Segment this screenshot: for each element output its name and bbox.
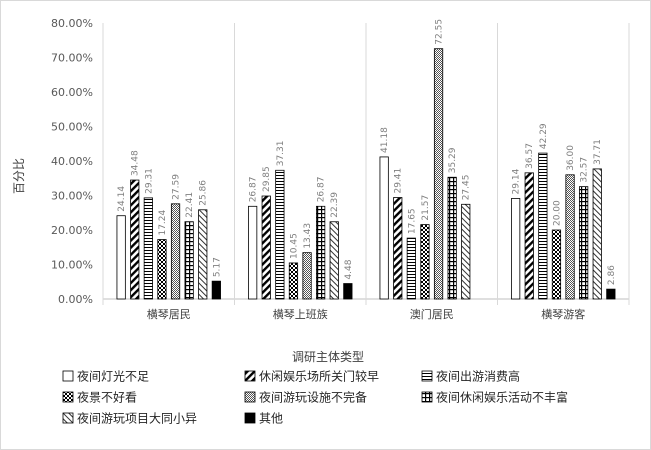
data-label: 21.57 [421, 195, 431, 221]
data-label: 5.17 [212, 257, 222, 277]
y-tick-label: 20.00% [51, 224, 93, 237]
bar [198, 209, 208, 300]
bar [170, 203, 181, 300]
bar [551, 229, 562, 300]
data-label: 29.31 [144, 168, 154, 194]
data-label: 26.87 [317, 177, 327, 203]
legend-label: 夜景不好看 [77, 390, 137, 405]
x-category-label: 横琴居民 [147, 307, 191, 321]
bar [447, 176, 457, 300]
data-label: 29.14 [512, 168, 522, 194]
legend-swatch [421, 370, 433, 382]
data-label: 13.43 [303, 223, 313, 249]
bar [143, 197, 153, 300]
data-label: 37.71 [593, 139, 603, 165]
legend-label: 夜间休闲娱乐活动不丰富 [436, 390, 568, 405]
legend-label: 夜间出游消费高 [436, 369, 520, 384]
legend-swatch [244, 370, 256, 382]
x-category-label: 横琴上班族 [273, 307, 328, 321]
y-tick-label: 10.00% [51, 259, 93, 272]
bar [248, 205, 258, 300]
x-category-label: 横琴游客 [541, 307, 585, 321]
bar [393, 197, 403, 300]
legend-swatch [62, 391, 74, 403]
y-tick-label: 50.00% [51, 121, 93, 134]
x-category-label: 澳门居民 [410, 307, 454, 321]
bar [130, 179, 140, 300]
data-label: 17.24 [158, 209, 168, 235]
bar [606, 288, 616, 300]
data-label: 29.85 [262, 166, 272, 192]
bar [592, 168, 602, 300]
data-label: 42.29 [539, 123, 549, 149]
y-axis-title: 百分比 [12, 158, 26, 194]
bar [157, 239, 167, 300]
data-label: 22.39 [330, 192, 340, 218]
data-label: 2.86 [607, 265, 617, 285]
bar [316, 205, 326, 300]
y-tick-label: 80.00% [51, 17, 93, 30]
bar [406, 237, 416, 300]
bar [461, 203, 471, 300]
bar [184, 221, 194, 300]
data-label: 41.18 [380, 127, 390, 153]
data-label: 37.31 [276, 141, 286, 167]
data-label: 36.00 [566, 145, 576, 171]
data-label: 4.48 [344, 259, 354, 279]
data-label: 27.45 [462, 175, 472, 201]
data-label: 26.87 [249, 177, 259, 203]
legend-swatch [62, 370, 74, 382]
data-label: 34.48 [131, 150, 141, 176]
bar [261, 195, 271, 300]
data-label: 27.59 [172, 174, 182, 200]
bar [329, 221, 339, 300]
data-label: 35.29 [448, 147, 458, 173]
data-label: 20.00 [552, 200, 562, 226]
bar [524, 172, 534, 300]
bar [211, 280, 221, 300]
data-label: 72.55 [435, 19, 445, 45]
legend-swatch [244, 412, 256, 424]
y-tick-label: 30.00% [51, 190, 93, 203]
bar [343, 283, 353, 300]
bar [565, 174, 575, 300]
data-label: 29.41 [394, 168, 404, 194]
data-label: 25.86 [199, 180, 209, 206]
bar [538, 152, 548, 300]
legend-swatch [421, 391, 433, 403]
bars [116, 48, 616, 300]
legend-label: 夜间游玩项目大同小异 [77, 411, 197, 426]
axes: 0.00% 10.00% 20.00% 30.00% 40.00% 50.00% 60.00… [12, 17, 630, 364]
y-tick-label: 70.00% [51, 52, 93, 65]
legend-label: 其他 [259, 412, 283, 426]
bar [302, 252, 312, 300]
data-label: 36.57 [525, 143, 535, 169]
bar [379, 156, 389, 300]
legend-swatch [62, 412, 74, 424]
data-label: 24.14 [117, 186, 127, 212]
y-tick-label: 40.00% [51, 155, 93, 168]
x-axis-title: 调研主体类型 [292, 350, 364, 364]
legend-label: 夜间游玩设施不完备 [259, 390, 367, 405]
bar [433, 48, 444, 300]
bar [511, 198, 521, 300]
y-tick-label: 60.00% [51, 86, 93, 99]
bar [275, 169, 285, 300]
legend-swatch [244, 391, 256, 403]
bar [288, 262, 299, 300]
data-label: 22.41 [185, 192, 195, 218]
data-label: 10.45 [289, 233, 299, 259]
legend-label: 夜间灯光不足 [77, 369, 149, 384]
bar [420, 224, 430, 300]
data-label: 17.65 [407, 208, 417, 234]
data-label: 32.57 [580, 157, 590, 183]
bar [579, 186, 589, 300]
bar [116, 215, 126, 300]
y-tick-label: 0.00% [58, 293, 93, 306]
legend-label: 休闲娱乐场所关门较早 [259, 369, 379, 384]
